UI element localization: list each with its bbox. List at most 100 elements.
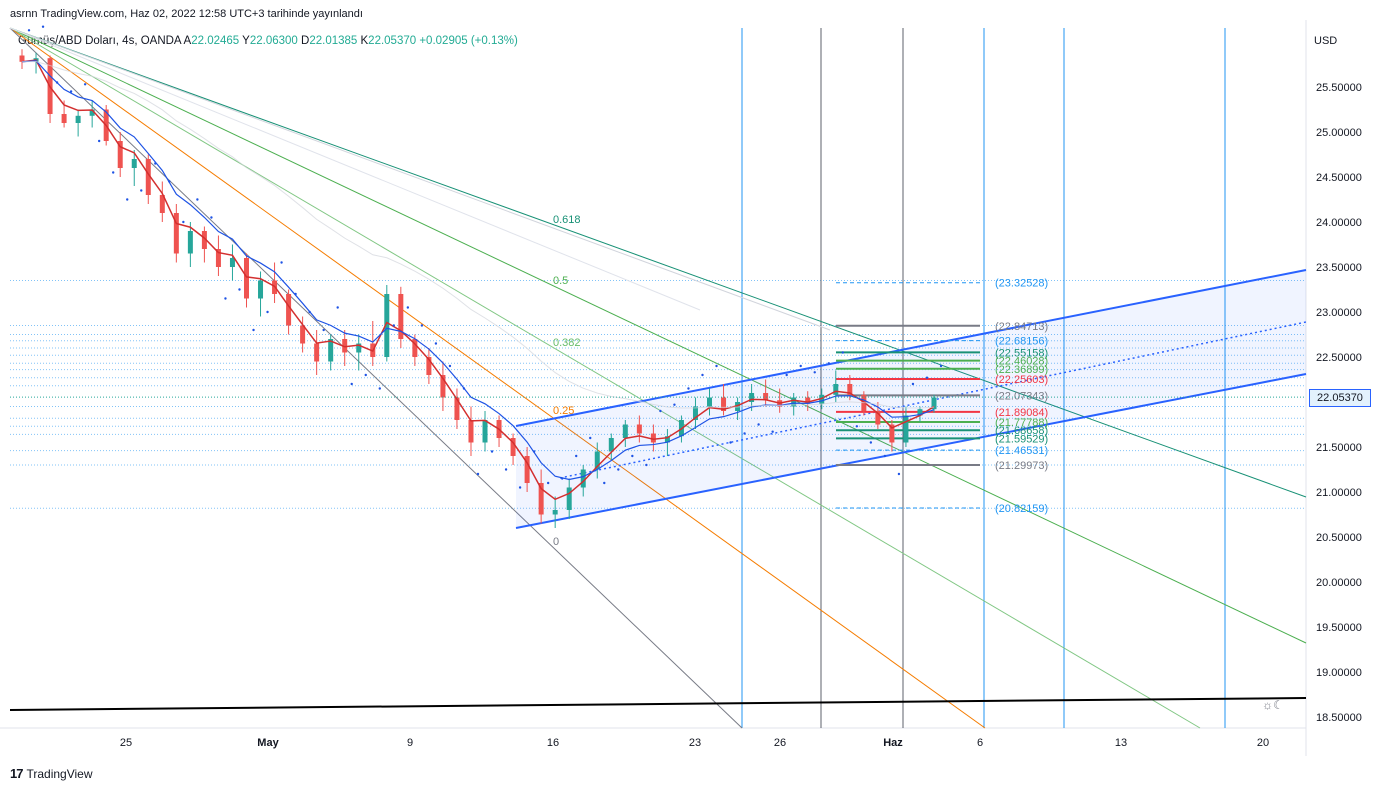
sar-dot xyxy=(462,387,466,390)
sar-dot xyxy=(869,441,873,444)
sar-dot xyxy=(855,425,859,428)
candle-body xyxy=(664,436,670,443)
candle-body xyxy=(215,249,221,267)
sar-dot xyxy=(701,373,704,377)
horizontal-level-label: (21.68658) xyxy=(995,425,1048,437)
channel-lower-line xyxy=(515,373,1307,529)
x-tick-label: 13 xyxy=(1115,737,1127,749)
last-price-tag: 22.05370 xyxy=(1309,389,1371,407)
sar-dot xyxy=(659,409,662,413)
x-tick-label: Haz xyxy=(883,737,903,749)
open-value: 22.02465 xyxy=(191,35,240,47)
low-value: 22.01385 xyxy=(309,35,358,47)
horizontal-level-label: (21.46531) xyxy=(995,445,1048,457)
sar-dot xyxy=(729,441,732,444)
sar-dot xyxy=(154,162,157,165)
sar-dot xyxy=(448,364,452,368)
sar-dot xyxy=(322,328,325,332)
candle-body xyxy=(328,339,334,362)
y-tick-label: 18.50000 xyxy=(1316,712,1362,724)
horizontal-level-label: (22.07343) xyxy=(995,390,1048,402)
sar-dot xyxy=(799,364,802,368)
long-trend-line xyxy=(9,697,1307,711)
candle-body xyxy=(847,384,853,395)
sar-dot xyxy=(911,382,915,386)
y-tick-label: 23.50000 xyxy=(1316,262,1362,274)
candle-body xyxy=(791,397,797,407)
candle-body xyxy=(187,231,193,254)
horizontal-level-label: (21.89084) xyxy=(995,407,1048,419)
sar-dot xyxy=(55,81,59,84)
sar-dot xyxy=(771,430,774,433)
candle-body xyxy=(510,438,516,456)
candle-body xyxy=(258,280,264,299)
sar-dot xyxy=(182,220,185,224)
fib-fan-faint-line xyxy=(9,27,701,311)
fib-fan-line xyxy=(9,27,986,729)
candle-body xyxy=(145,159,151,195)
candle-body xyxy=(75,115,81,123)
sar-dot xyxy=(392,324,396,327)
x-tick-label: 9 xyxy=(407,737,413,749)
sar-dot xyxy=(41,25,45,28)
y-tick-label: 24.50000 xyxy=(1316,172,1362,184)
sar-dot xyxy=(560,477,564,480)
sar-dot xyxy=(897,472,901,476)
candle-body xyxy=(889,424,895,443)
close-label: K xyxy=(360,35,369,47)
symbol-name: Gümüş/ABD Doları, 4s, OANDA xyxy=(18,35,181,47)
sar-dot xyxy=(238,288,241,291)
fib-fan-label: 0.382 xyxy=(553,337,581,349)
y-tick-label: 23.00000 xyxy=(1316,307,1362,319)
candle-body xyxy=(538,483,544,515)
sar-dot xyxy=(546,481,550,485)
candle-body xyxy=(903,415,909,443)
sar-dot xyxy=(673,403,676,406)
sar-dot xyxy=(69,90,73,93)
candle-body xyxy=(931,397,937,410)
horizontal-level-label: (21.77788) xyxy=(995,417,1048,429)
fib-fan-line xyxy=(9,27,743,729)
sar-dot xyxy=(210,216,213,219)
horizontal-level-label: (20.82159) xyxy=(995,503,1048,515)
candle-body xyxy=(173,213,179,254)
y-tick-label: 22.50000 xyxy=(1316,352,1362,364)
candle-body xyxy=(875,411,881,425)
horizontal-level-label: (22.46028) xyxy=(995,356,1048,368)
candle-body xyxy=(608,438,614,452)
sar-dot xyxy=(841,351,844,354)
sar-dot xyxy=(757,423,760,426)
candle-body xyxy=(384,294,390,357)
candle-body xyxy=(566,487,572,510)
ema-fast-line xyxy=(21,59,935,501)
y-tick-label: 25.50000 xyxy=(1316,82,1362,94)
sar-dot xyxy=(350,382,353,386)
candle-body xyxy=(61,114,67,123)
fib-fan-faint-line xyxy=(9,27,831,331)
candle-body xyxy=(356,343,362,353)
candle-body xyxy=(117,141,123,168)
candle-body xyxy=(468,420,474,443)
sar-dot xyxy=(939,364,943,368)
candle-body xyxy=(342,339,348,353)
candle-body xyxy=(201,231,207,249)
close-value: 22.05370 xyxy=(368,35,417,47)
sar-dot xyxy=(925,376,929,379)
horizontal-level-label: (22.84713) xyxy=(995,321,1048,333)
candle-body xyxy=(819,394,825,404)
sar-dot xyxy=(687,387,690,390)
fib-fan-line xyxy=(9,27,1307,498)
high-label: Y xyxy=(242,35,250,47)
candle-body xyxy=(707,397,713,407)
sar-dot xyxy=(140,189,143,192)
candle-body xyxy=(286,294,292,326)
publish-caption: asrnn TradingView.com, Haz 02, 2022 12:5… xyxy=(10,8,363,20)
sar-dot xyxy=(97,139,101,143)
sar-dot xyxy=(589,436,592,440)
open-label: A xyxy=(183,35,192,47)
y-tick-label: 19.00000 xyxy=(1316,667,1362,679)
sar-dot xyxy=(112,171,115,174)
candle-body xyxy=(131,159,137,168)
sun-moon-icon[interactable]: ☼☾ xyxy=(1262,698,1284,712)
